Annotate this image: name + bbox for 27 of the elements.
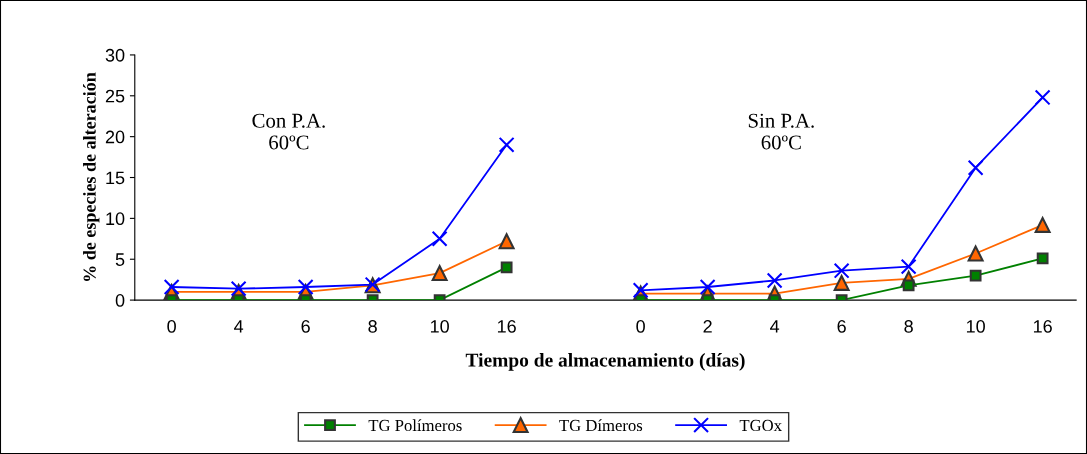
- x-tick-label: 2: [703, 320, 712, 333]
- annotation: Con P.A. 60ºC: [252, 113, 325, 150]
- y-tick-label: 25: [105, 89, 125, 103]
- x-tick-label: 10: [966, 320, 985, 333]
- x-tick-label: 4: [234, 320, 244, 333]
- x-tick-label: 0: [636, 320, 645, 333]
- y-tick-label: 5: [115, 253, 125, 266]
- annotation: Sin P.A. 60ºC: [748, 113, 814, 150]
- x-tick-label: 8: [368, 320, 377, 333]
- y-axis-title: % de especies de alteración: [83, 72, 100, 281]
- x-tick-label: 16: [497, 320, 516, 333]
- y-tick-label: 10: [106, 212, 125, 226]
- legend-label: TG Dímeros: [559, 419, 643, 432]
- y-tick-label: 30: [105, 48, 125, 62]
- legend-label: TGOx: [739, 419, 782, 432]
- x-axis-title: Tiempo de almacenamiento (días): [465, 353, 745, 371]
- x-tick-label: 6: [837, 320, 846, 333]
- y-tick-label: 15: [106, 171, 125, 185]
- x-tick-label: 8: [904, 320, 913, 333]
- x-tick-label: 16: [1033, 320, 1052, 333]
- x-tick-label: 4: [770, 320, 780, 333]
- y-tick-label: 20: [105, 130, 125, 144]
- y-tick-label: 0: [115, 294, 125, 307]
- x-tick-label: 6: [301, 320, 310, 333]
- x-tick-label: 10: [430, 320, 449, 333]
- legend-label: TG Polímeros: [368, 419, 462, 432]
- x-tick-label: 0: [167, 320, 176, 333]
